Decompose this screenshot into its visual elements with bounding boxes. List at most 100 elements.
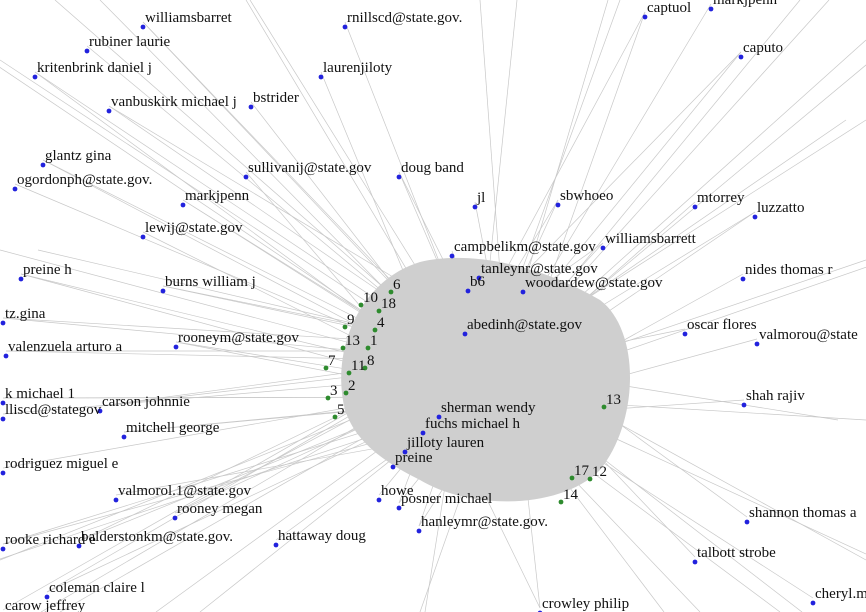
topic-node[interactable] [340, 345, 346, 351]
person-node[interactable] [121, 434, 127, 440]
person-node[interactable] [180, 202, 186, 208]
topic-node-label: 14 [563, 487, 579, 503]
person-node[interactable] [692, 559, 698, 565]
topic-node[interactable] [372, 327, 378, 333]
topic-node[interactable] [388, 289, 394, 295]
person-node-label: lliscd@stategov [5, 402, 102, 418]
person-node-label: caputo [743, 40, 783, 56]
person-node[interactable] [113, 497, 119, 503]
person-node[interactable] [140, 234, 146, 240]
person-node[interactable] [741, 402, 747, 408]
person-node-label: oscar flores [687, 317, 757, 333]
person-node-label: k michael 1 [5, 386, 75, 402]
person-node[interactable] [172, 515, 178, 521]
person-node[interactable] [173, 344, 179, 350]
person-node[interactable] [0, 416, 6, 422]
person-node[interactable] [738, 54, 744, 60]
person-node[interactable] [376, 497, 382, 503]
person-node-label: sherman wendy [441, 400, 536, 416]
person-node[interactable] [465, 288, 471, 294]
person-node-label: captuol [647, 0, 691, 16]
person-node[interactable] [106, 108, 112, 114]
topic-node-label: 2 [348, 378, 356, 394]
person-node-label: cheryl.m [815, 586, 866, 602]
topic-node[interactable] [342, 324, 348, 330]
person-node-label: vanbuskirk michael j [111, 94, 237, 110]
person-node[interactable] [84, 48, 90, 54]
person-node[interactable] [3, 353, 9, 359]
person-node[interactable] [243, 174, 249, 180]
person-node[interactable] [12, 186, 18, 192]
person-node[interactable] [396, 505, 402, 511]
topic-node[interactable] [569, 475, 575, 481]
person-node[interactable] [472, 204, 478, 210]
person-node[interactable] [0, 400, 6, 406]
topic-node[interactable] [343, 390, 349, 396]
person-node[interactable] [396, 174, 402, 180]
topic-node[interactable] [365, 345, 371, 351]
person-node-label: markjpenn [185, 188, 250, 204]
person-node[interactable] [692, 204, 698, 210]
person-node[interactable] [449, 253, 455, 259]
person-node[interactable] [160, 288, 166, 294]
topic-node[interactable] [601, 404, 607, 410]
topic-node[interactable] [358, 302, 364, 308]
person-node[interactable] [390, 464, 396, 470]
person-node-label: crowley philip [542, 596, 629, 612]
topic-node-label: 10 [363, 290, 378, 306]
person-node[interactable] [44, 594, 50, 600]
person-node[interactable] [462, 331, 468, 337]
person-node[interactable] [420, 430, 426, 436]
person-node[interactable] [752, 214, 758, 220]
label-layer: williamsbarret rnillscd@state.gov. captuol… [5, 0, 866, 612]
person-node[interactable] [97, 408, 103, 414]
person-node[interactable] [0, 546, 6, 552]
person-node-label: carson johnnie [102, 394, 190, 410]
person-node[interactable] [555, 202, 561, 208]
person-node[interactable] [682, 331, 688, 337]
person-node[interactable] [40, 162, 46, 168]
person-node[interactable] [520, 289, 526, 295]
person-node-label: b6 [470, 274, 486, 290]
person-node[interactable] [0, 320, 6, 326]
person-node[interactable] [402, 449, 408, 455]
person-node-label: hanleymr@state.gov. [421, 514, 548, 530]
person-node[interactable] [600, 245, 606, 251]
person-node[interactable] [0, 470, 6, 476]
person-node-label: abedinh@state.gov [467, 317, 583, 333]
topic-node[interactable] [346, 370, 352, 376]
person-node[interactable] [708, 6, 714, 12]
person-node[interactable] [810, 600, 816, 606]
topic-node[interactable] [332, 414, 338, 420]
person-node[interactable] [248, 104, 254, 110]
person-node[interactable] [744, 519, 750, 525]
person-node[interactable] [76, 543, 82, 549]
topic-node[interactable] [376, 308, 382, 314]
topic-node[interactable] [325, 395, 331, 401]
topic-node-label: 4 [377, 315, 385, 331]
person-node-label: luzzatto [757, 200, 804, 216]
person-node[interactable] [318, 74, 324, 80]
person-node[interactable] [32, 74, 38, 80]
person-node[interactable] [18, 276, 24, 282]
person-node-label: posner michael [401, 491, 492, 507]
person-node[interactable] [740, 276, 746, 282]
person-node[interactable] [642, 14, 648, 20]
topic-node-label: 8 [367, 353, 375, 369]
person-node-label: shah rajiv [746, 388, 805, 404]
person-node[interactable] [273, 542, 279, 548]
person-node[interactable] [342, 24, 348, 30]
topic-node[interactable] [323, 365, 329, 371]
person-node[interactable] [754, 341, 760, 347]
topic-node[interactable] [587, 476, 593, 482]
topic-node[interactable] [362, 365, 368, 371]
person-node[interactable] [416, 528, 422, 534]
person-node[interactable] [436, 414, 442, 420]
topic-node[interactable] [558, 499, 564, 505]
person-node-label: campbelikm@state.gov [454, 239, 596, 255]
person-node-label: preine [395, 450, 433, 466]
person-node[interactable] [476, 275, 482, 281]
person-node[interactable] [140, 24, 146, 30]
